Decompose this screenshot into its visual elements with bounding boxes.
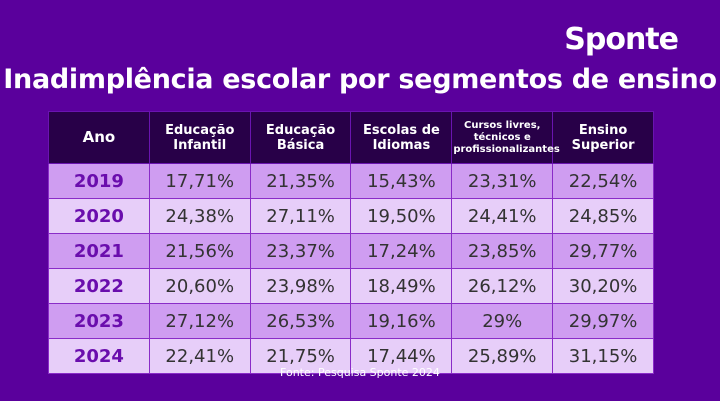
value-cell: 23,31%: [451, 163, 554, 199]
value-cell: 22,54%: [552, 163, 654, 199]
year-cell: 2021: [48, 233, 150, 269]
value-cell: 18,49%: [350, 268, 453, 304]
value-cell: 24,41%: [451, 198, 554, 234]
value-cell: 29,97%: [552, 303, 654, 339]
year-cell: 2023: [48, 303, 150, 339]
sponte-logo: Sponte: [564, 22, 679, 57]
source-note: Fonte: Pesquisa Sponte 2024: [280, 366, 440, 379]
value-cell: 24,38%: [148, 198, 251, 234]
value-cell: 20,60%: [148, 268, 251, 304]
value-cell: 30,20%: [552, 268, 654, 304]
table-row: 2019 17,71% 21,35% 15,43% 23,31% 22,54%: [48, 163, 654, 199]
value-cell: 23,98%: [249, 268, 352, 304]
value-cell: 21,75%: [249, 338, 352, 374]
value-cell: 21,35%: [249, 163, 352, 199]
column-header: Ensino Superior: [552, 111, 654, 164]
value-cell: 27,12%: [148, 303, 251, 339]
value-cell: 19,16%: [350, 303, 453, 339]
value-cell: 21,56%: [148, 233, 251, 269]
value-cell: 31,15%: [552, 338, 654, 374]
year-cell: 2019: [48, 163, 150, 199]
year-cell: 2024: [48, 338, 150, 374]
data-table: Ano Educação Infantil Educação Básica Escol…: [48, 111, 654, 374]
page-title: Inadimplência escolar por segmentos de e…: [3, 64, 717, 95]
column-header: Ano: [48, 111, 150, 164]
value-cell: 17,71%: [148, 163, 251, 199]
table-row: 2021 21,56% 23,37% 17,24% 23,85% 29,77%: [48, 233, 654, 269]
value-cell: 29,77%: [552, 233, 654, 269]
table-row: 2024 22,41% 21,75% 17,44% 25,89% 31,15%: [48, 338, 654, 374]
column-header: Escolas de Idiomas: [350, 111, 453, 164]
value-cell: 17,44%: [350, 338, 453, 374]
value-cell: 26,12%: [451, 268, 554, 304]
column-header: Educação Básica: [249, 111, 352, 164]
value-cell: 27,11%: [249, 198, 352, 234]
value-cell: 25,89%: [451, 338, 554, 374]
value-cell: 26,53%: [249, 303, 352, 339]
value-cell: 23,37%: [249, 233, 352, 269]
year-cell: 2022: [48, 268, 150, 304]
value-cell: 19,50%: [350, 198, 453, 234]
value-cell: 17,24%: [350, 233, 453, 269]
value-cell: 15,43%: [350, 163, 453, 199]
table-row: 2020 24,38% 27,11% 19,50% 24,41% 24,85%: [48, 198, 654, 234]
table-row: 2023 27,12% 26,53% 19,16% 29% 29,97%: [48, 303, 654, 339]
year-cell: 2020: [48, 198, 150, 234]
column-header: Cursos livres, técnicos e profissionaliz…: [451, 111, 560, 164]
table-row: 2022 20,60% 23,98% 18,49% 26,12% 30,20%: [48, 268, 654, 304]
column-header: Educação Infantil: [148, 111, 251, 164]
value-cell: 23,85%: [451, 233, 554, 269]
value-cell: 29%: [451, 303, 554, 339]
value-cell: 24,85%: [552, 198, 654, 234]
